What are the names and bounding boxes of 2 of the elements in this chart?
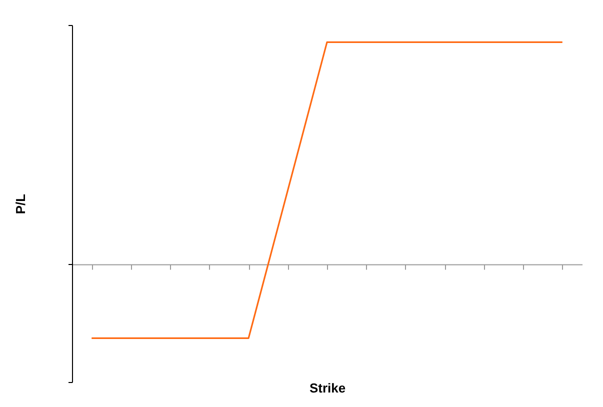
x-axis-title: Strike [309, 380, 346, 396]
y-axis-title: P/L [13, 194, 28, 214]
